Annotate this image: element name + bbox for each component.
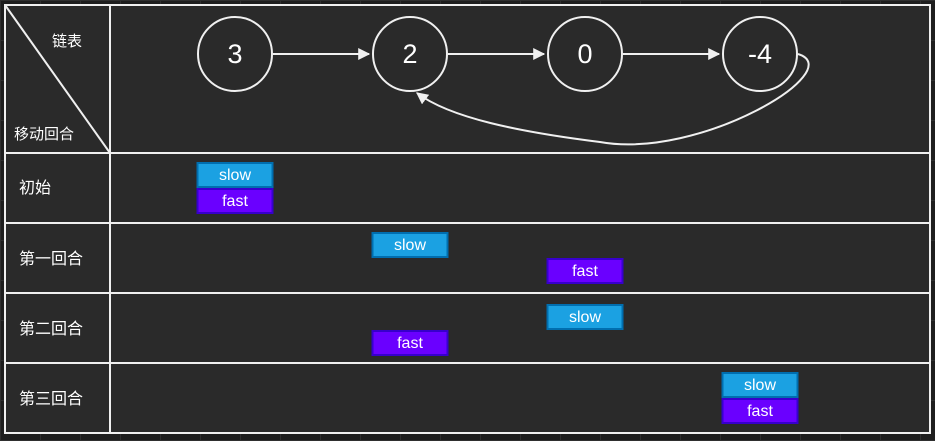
node-value: 2: [402, 39, 417, 69]
slow-tag-label: slow: [744, 377, 776, 394]
fast-pointer-tag-round-0: fast: [196, 188, 274, 214]
fast-pointer-tag-round-3: fast: [721, 398, 799, 424]
header-list-label: 链表: [52, 32, 82, 50]
node-circle: [722, 16, 798, 92]
node-circle: [197, 16, 273, 92]
node-circle: [372, 16, 448, 92]
row-label-round-3: 第三回合: [19, 389, 83, 408]
fast-tag-box: [371, 330, 449, 356]
fast-tag-label: fast: [397, 335, 423, 352]
row-label-initial: 初始: [19, 178, 51, 197]
list-arrows: [273, 48, 810, 146]
node-value: 3: [227, 39, 242, 69]
row-content-cell-round-1: [109, 222, 931, 294]
slow-tag-label: slow: [394, 237, 426, 254]
slow-tag-box: [546, 304, 624, 330]
slow-pointer-tag-round-3: slow: [721, 372, 799, 398]
slow-tag-box: [196, 162, 274, 188]
slow-tag-box: [721, 372, 799, 398]
list-node-3: -4: [722, 16, 798, 92]
corner-diagonal: [4, 4, 111, 154]
header-rounds-label: 移动回合: [14, 125, 74, 143]
list-node-2: 0: [547, 16, 623, 92]
list-node-0: 3: [197, 16, 273, 92]
fast-tag-label: fast: [222, 193, 248, 210]
fast-pointer-tag-round-2: fast: [371, 330, 449, 356]
slow-tag-label: slow: [219, 167, 251, 184]
row-label-round-1: 第一回合: [19, 249, 83, 268]
slow-pointer-tag-round-0: slow: [196, 162, 274, 188]
fast-tag-label: fast: [747, 403, 773, 420]
fast-pointer-tag-round-1: fast: [546, 258, 624, 284]
row-label-round-2: 第二回合: [19, 319, 83, 338]
pointer-tags: slow fast slow fast slow fast slow fast: [196, 162, 799, 424]
fast-tag-label: fast: [572, 263, 598, 280]
slow-pointer-tag-round-1: slow: [371, 232, 449, 258]
fast-tag-box: [196, 188, 274, 214]
slow-tag-box: [371, 232, 449, 258]
row-content-cell-round-2: [109, 292, 931, 364]
row-label-cell-round-3: [4, 362, 111, 434]
list-node-1: 2: [372, 16, 448, 92]
row-content-cell-round-3: [109, 362, 931, 434]
slow-pointer-tag-round-2: slow: [546, 304, 624, 330]
node-circle: [547, 16, 623, 92]
fast-tag-box: [546, 258, 624, 284]
cycle-arrow: [416, 53, 810, 146]
node-value: -4: [748, 39, 772, 69]
node-value: 0: [577, 39, 592, 69]
slow-tag-label: slow: [569, 309, 601, 326]
fast-tag-box: [721, 398, 799, 424]
